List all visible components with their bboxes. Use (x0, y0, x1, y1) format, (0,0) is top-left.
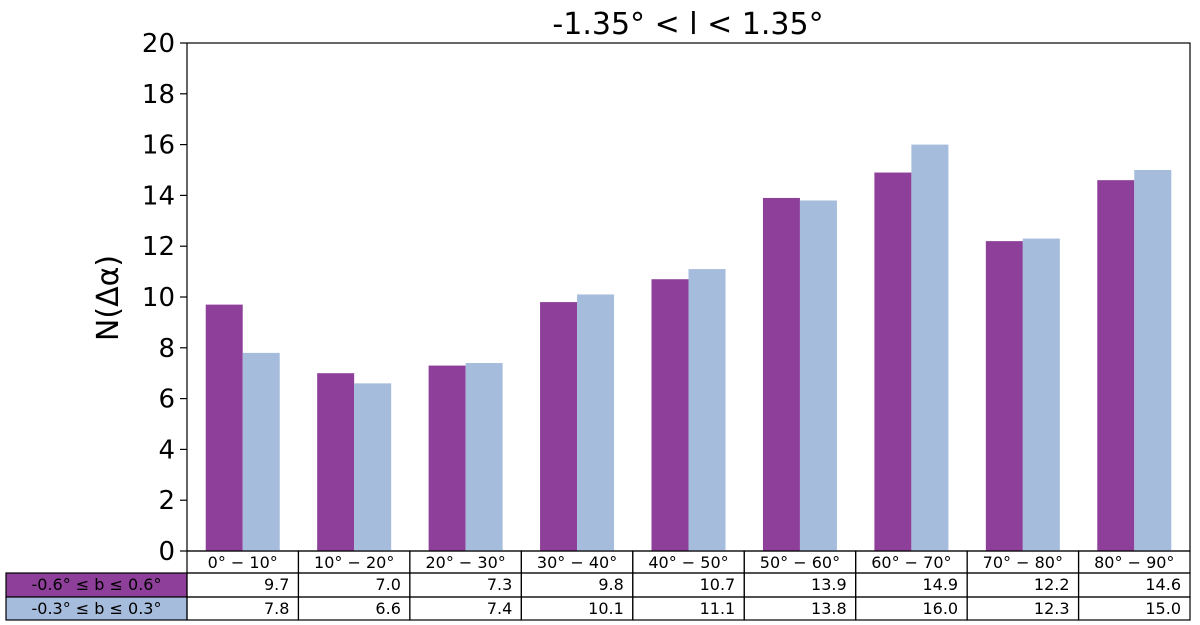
y-tick-label: 16 (142, 131, 175, 161)
x-tick-label: 50° − 60° (760, 553, 840, 572)
data-label-series1-1: 9.7 (264, 575, 289, 594)
x-tick-label: 20° − 30° (425, 553, 505, 572)
y-axis-label: N(Δα) (91, 255, 126, 341)
bar-series1-4 (540, 302, 578, 551)
bars (205, 144, 1172, 552)
data-label-series2-3: 7.4 (487, 599, 512, 618)
data-label-series1-3: 7.3 (487, 575, 512, 594)
bar-series1-2 (317, 373, 355, 551)
bar-series2-3 (465, 363, 503, 551)
data-label-series1-7: 14.9 (922, 575, 958, 594)
bar-series1-8 (985, 241, 1023, 551)
bar-series2-7 (911, 144, 949, 551)
bar-series2-1 (242, 352, 280, 551)
data-label-series2-9: 15.0 (1145, 599, 1181, 618)
bar-series2-8 (1022, 238, 1060, 551)
legend-swatch-series1 (5, 572, 188, 598)
legend-label-series2: -0.3° ≤ b ≤ 0.3° (32, 599, 162, 618)
x-tick-label: 70° − 80° (983, 553, 1063, 572)
bar-series1-7 (874, 172, 912, 552)
data-label-series2-6: 13.8 (811, 599, 847, 618)
data-label-series1-5: 10.7 (700, 575, 736, 594)
y-tick-label: 4 (158, 435, 175, 465)
y-tick-label: 10 (142, 283, 175, 313)
chart-title: -1.35° < l < 1.35° (552, 7, 823, 42)
legend-label-series1: -0.6° ≤ b ≤ 0.6° (32, 575, 162, 594)
x-tick-label: 10° − 20° (314, 553, 394, 572)
bar-series2-5 (688, 269, 726, 551)
bar-series2-9 (1134, 170, 1172, 551)
y-tick-label: 2 (158, 486, 175, 516)
data-label-series1-2: 7.0 (375, 575, 400, 594)
bar-series1-3 (428, 365, 466, 551)
bar-series1-9 (1097, 180, 1135, 551)
data-label-series2-7: 16.0 (922, 599, 958, 618)
x-tick-label: 80° − 90° (1094, 553, 1174, 572)
data-label-series2-1: 7.8 (264, 599, 289, 618)
y-axis: 0 2 4 6 8 10 12 14 16 18 20 (142, 29, 187, 567)
x-tick-label: 30° − 40° (537, 553, 617, 572)
bar-series2-6 (799, 200, 837, 552)
data-label-series2-5: 11.1 (700, 599, 736, 618)
table-cell (1077, 596, 1191, 621)
data-label-series1-6: 13.9 (811, 575, 847, 594)
bar-series1-5 (651, 279, 689, 551)
data-label-series2-4: 10.1 (588, 599, 624, 618)
y-tick-label: 18 (142, 80, 175, 110)
data-label-series1-4: 9.8 (598, 575, 623, 594)
data-label-series1-9: 14.6 (1145, 575, 1181, 594)
y-tick-label: 20 (142, 29, 175, 59)
bar-series2-4 (577, 294, 615, 551)
data-label-series2-8: 12.3 (1034, 599, 1070, 618)
x-tick-label: 40° − 50° (648, 553, 728, 572)
y-tick-label: 8 (158, 334, 175, 364)
y-tick-label: 14 (142, 181, 175, 211)
bar-series2-2 (354, 383, 392, 551)
data-table: 0° − 10° 10° − 20° 20° − 30° 30° − 40° 40° −… (5, 550, 1191, 621)
x-tick-label: 60° − 70° (871, 553, 951, 572)
data-label-series2-2: 6.6 (375, 599, 400, 618)
y-tick-label: 6 (158, 385, 175, 415)
bar-series1-1 (205, 304, 243, 551)
bar-series1-6 (762, 197, 800, 551)
x-tick-label: 0° − 10° (208, 553, 278, 572)
y-tick-label: 12 (142, 232, 175, 262)
data-label-series1-8: 12.2 (1034, 575, 1070, 594)
y-tick-label: 0 (158, 537, 175, 567)
